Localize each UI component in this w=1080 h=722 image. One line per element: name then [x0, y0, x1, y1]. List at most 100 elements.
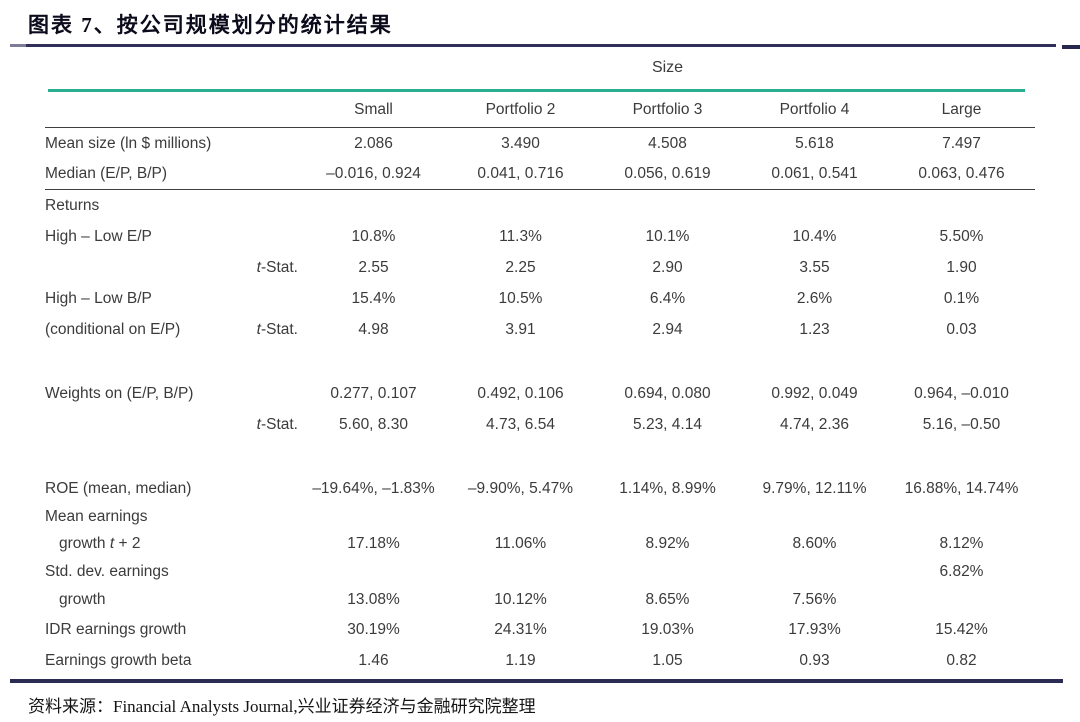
cell-portfolio-2: 11.06% [494, 535, 547, 552]
table-row: ROE (mean, median) –19.64%, –1.83% –9.90%,… [45, 473, 1035, 504]
column-header-portfolio-4: Portfolio 4 [779, 100, 850, 118]
table-row: Median (E/P, B/P) –0.016, 0.924 0.041, 0.7… [45, 159, 1035, 190]
cell-large: 7.497 [942, 134, 981, 152]
table-row: growth 13.08% 10.12% 8.65% 7.56% [45, 586, 1035, 614]
cell-small: 5.60, 8.30 [339, 415, 408, 433]
cell-portfolio-2: 4.73, 6.54 [486, 415, 555, 433]
cell-portfolio-4: 5.618 [795, 134, 834, 152]
t-stat-label: t-Stat. [256, 258, 298, 276]
title-rule-left-cap [10, 44, 26, 47]
cell-portfolio-3: 0.056, 0.619 [624, 165, 711, 182]
table-body: Mean size (ln $ millions) 2.086 3.490 4.508… [0, 128, 1080, 676]
cell-portfolio-2: –9.90%, 5.47% [467, 479, 574, 497]
row-label: High – Low E/P [45, 227, 152, 245]
title-rule-right-nub [1062, 45, 1080, 49]
column-header-row: Small Portfolio 2 Portfolio 3 Portfolio 4 La… [45, 92, 1035, 128]
t-stat-italic-t: t [256, 258, 261, 276]
table-row: IDR earnings growth 30.19% 24.31% 19.03% 17.… [45, 614, 1035, 645]
spacer-row [45, 440, 1035, 473]
cell-large: 15.42% [935, 620, 988, 638]
cell-portfolio-4: 4.74, 2.36 [780, 415, 849, 433]
row-label: Mean earnings [45, 508, 148, 525]
italic-label-segment: t [109, 535, 115, 552]
cell-portfolio-4: 3.55 [799, 258, 830, 276]
row-label: Std. dev. earnings [45, 563, 169, 580]
source-note: 资料来源：Financial Analysts Journal,兴业证券经济与金… [28, 697, 536, 716]
cell-portfolio-4: 2.6% [796, 289, 833, 307]
size-group-header: Size [651, 59, 684, 76]
size-group-underline [48, 89, 1025, 92]
label-segment: growth [59, 535, 110, 552]
cell-small: 17.18% [347, 535, 400, 552]
row-label: ROE (mean, median) [45, 479, 192, 497]
cell-portfolio-2: 1.19 [505, 651, 536, 669]
row-label: Median (E/P, B/P) [45, 165, 168, 182]
cell-portfolio-3: 8.92% [645, 535, 690, 552]
cell-portfolio-2: 0.041, 0.716 [477, 165, 564, 182]
row-label: Weights on (E/P, B/P) [45, 384, 194, 402]
table-row: t-Stat. 2.55 2.25 2.90 3.55 1.90 [45, 252, 1035, 283]
cell-portfolio-3: 0.694, 0.080 [624, 384, 711, 402]
cell-small: –19.64%, –1.83% [312, 479, 435, 497]
table-row: Returns [45, 190, 1035, 221]
cell-portfolio-4: 0.992, 0.049 [771, 384, 858, 402]
cell-small: –0.016, 0.924 [326, 165, 421, 182]
cell-small: 10.8% [351, 227, 396, 245]
cell-portfolio-2: 0.492, 0.106 [477, 384, 564, 402]
cell-large: 0.82 [946, 651, 977, 669]
cell-large: 0.03 [946, 320, 977, 338]
cell-large: 6.82% [939, 563, 984, 580]
table-row: t-Stat. 5.60, 8.30 4.73, 6.54 5.23, 4.14 4.7… [45, 409, 1035, 440]
row-label: Mean size (ln $ millions) [45, 134, 212, 152]
cell-portfolio-3: 6.4% [649, 289, 686, 307]
figure-title: 图表 7、按公司规模划分的统计结果 [28, 13, 393, 37]
cell-small: 30.19% [347, 620, 400, 638]
row-label: (conditional on E/P) [45, 320, 181, 338]
cell-portfolio-3: 19.03% [641, 620, 694, 638]
cell-portfolio-3: 5.23, 4.14 [633, 415, 702, 433]
column-header-large: Large [941, 100, 982, 118]
cell-portfolio-2: 3.490 [501, 134, 540, 152]
cell-large: 0.964, –0.010 [914, 384, 1009, 402]
cell-portfolio-3: 1.05 [652, 651, 683, 669]
cell-portfolio-4: 0.93 [799, 651, 830, 669]
column-header-portfolio-2: Portfolio 2 [485, 100, 556, 118]
cell-small: 15.4% [351, 289, 396, 307]
cell-portfolio-3: 2.94 [652, 320, 683, 338]
spacer-row [45, 345, 1035, 378]
cell-portfolio-3: 4.508 [648, 134, 687, 152]
cell-large: 0.1% [943, 289, 980, 307]
column-header-small: Small [354, 100, 393, 118]
table-row: Earnings growth beta 1.46 1.19 1.05 0.93 0.82 [45, 645, 1035, 676]
cell-large: 5.16, –0.50 [922, 415, 1001, 433]
row-label: growth [59, 591, 106, 608]
cell-large: 5.50% [939, 227, 984, 245]
table-row: Weights on (E/P, B/P) 0.277, 0.107 0.492, … [45, 378, 1035, 409]
cell-portfolio-4: 17.93% [788, 620, 841, 638]
cell-portfolio-4: 7.56% [792, 591, 837, 608]
label-segment: + 2 [114, 535, 141, 552]
cell-large: 1.90 [946, 258, 977, 276]
cell-small: 2.086 [354, 134, 393, 152]
row-label: High – Low B/P [45, 289, 152, 307]
cell-large: 8.12% [939, 535, 984, 552]
cell-portfolio-4: 9.79%, 12.11% [762, 479, 867, 497]
cell-small: 2.55 [358, 258, 389, 276]
table-row: (conditional on E/P) t-Stat. 4.98 3.91 2.94 1… [45, 314, 1035, 345]
t-stat-label: t-Stat. [256, 415, 298, 433]
table-row: High – Low B/P 15.4% 10.5% 6.4% 2.6% 0.1% [45, 283, 1035, 314]
cell-portfolio-3: 2.90 [652, 258, 683, 276]
cell-portfolio-4: 0.061, 0.541 [771, 165, 858, 182]
row-label: IDR earnings growth [45, 620, 187, 638]
t-stat-italic-t: t [256, 415, 261, 433]
row-label: Earnings growth beta [45, 651, 192, 669]
title-rule [10, 44, 1080, 49]
table-row: High – Low E/P 10.8% 11.3% 10.1% 10.4% 5.50% [45, 221, 1035, 252]
cell-portfolio-2: 10.5% [498, 289, 543, 307]
column-header-portfolio-3: Portfolio 3 [632, 100, 703, 118]
cell-portfolio-2: 24.31% [494, 620, 547, 638]
cell-small: 0.277, 0.107 [330, 384, 417, 402]
cell-portfolio-3: 10.1% [645, 227, 690, 245]
table-row: Mean size (ln $ millions) 2.086 3.490 4.508… [45, 128, 1035, 159]
